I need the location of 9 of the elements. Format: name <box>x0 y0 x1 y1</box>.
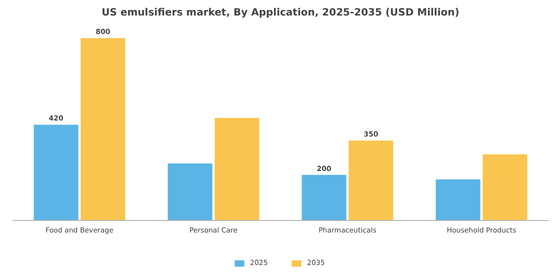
bar <box>436 179 480 220</box>
bar <box>80 38 126 220</box>
bar <box>302 174 346 220</box>
bar <box>214 118 260 220</box>
bar <box>482 154 528 220</box>
bar <box>168 163 212 220</box>
bar <box>348 140 394 220</box>
bar <box>34 124 78 220</box>
chart-title: US emulsifiers market, By Application, 2025-2035 (USD Million) <box>102 8 460 18</box>
